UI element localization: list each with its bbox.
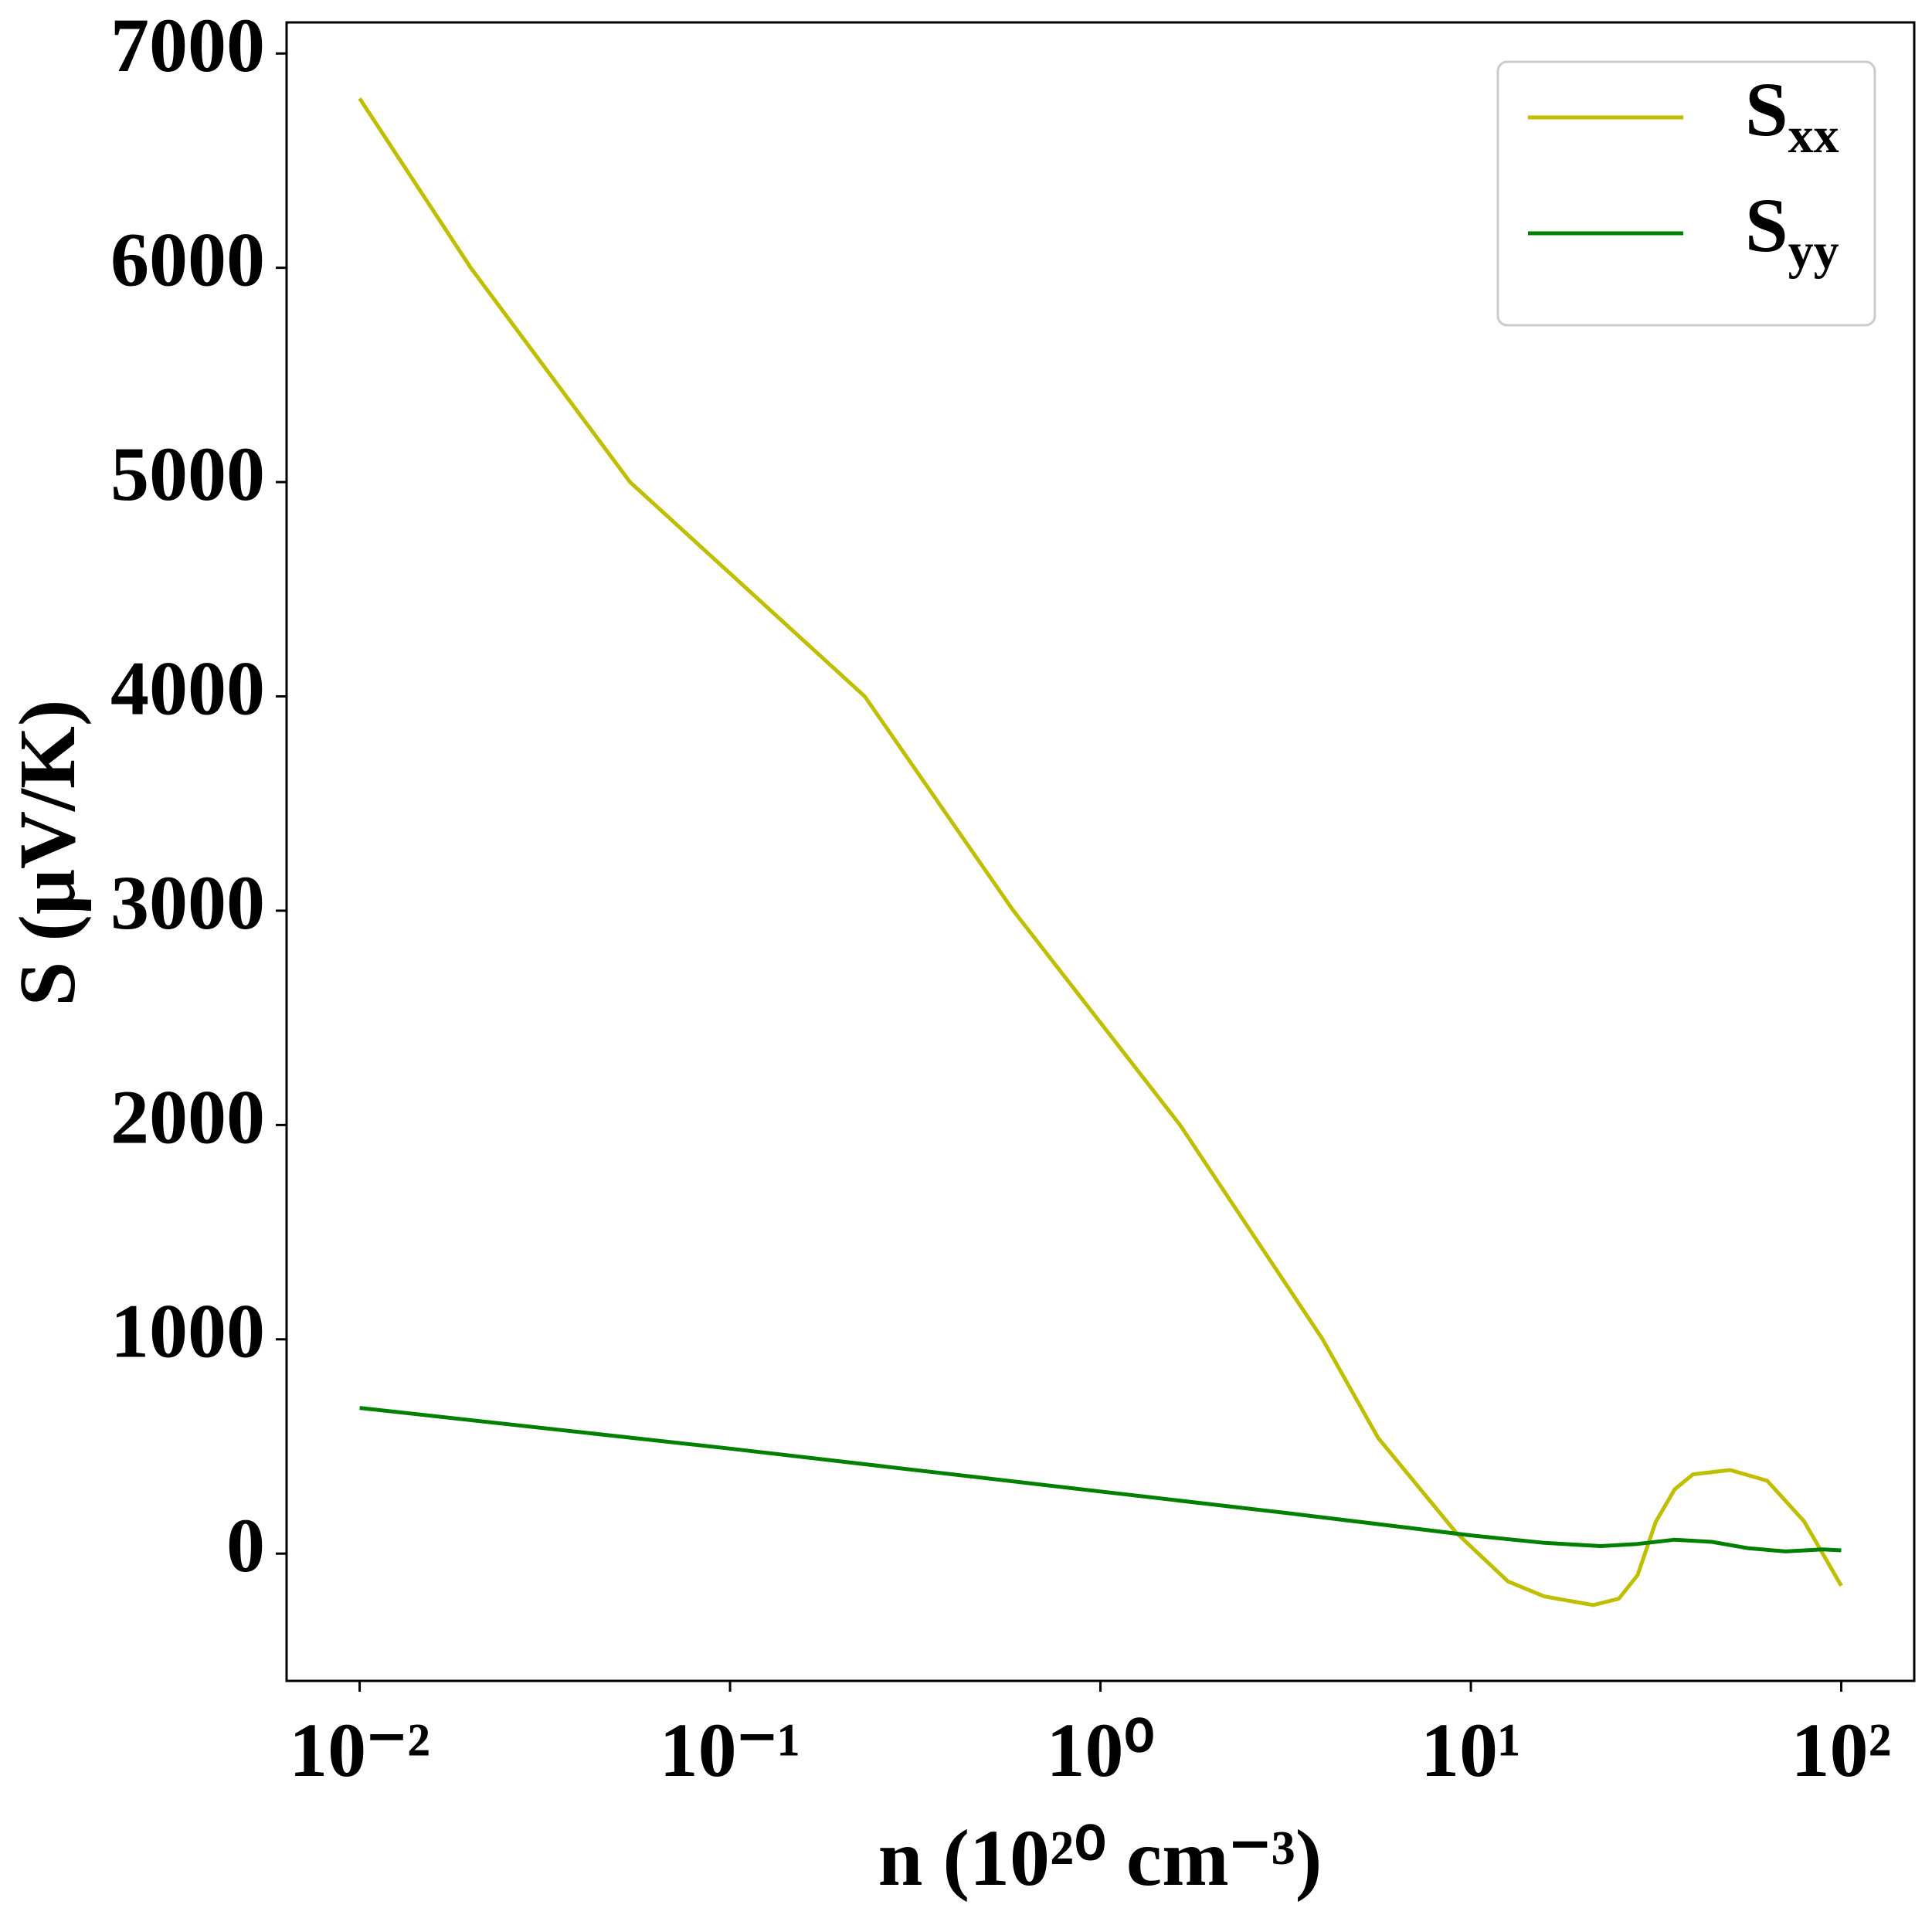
legend-box xyxy=(1496,60,1876,327)
y-tick-label: 0 xyxy=(226,1502,265,1588)
y-tick-label: 7000 xyxy=(110,2,265,88)
x-tick-label: 10¹ xyxy=(1421,1707,1521,1793)
y-tick-label: 6000 xyxy=(110,217,265,303)
y-tick-label: 3000 xyxy=(110,860,265,946)
y-tick-label: 1000 xyxy=(110,1288,265,1374)
series-line xyxy=(359,1406,1842,1553)
y-tick-label: 2000 xyxy=(110,1074,265,1159)
plot-frame xyxy=(285,21,1916,1682)
y-tick-label: 4000 xyxy=(110,645,265,731)
x-tick-label: 10⁻² xyxy=(289,1707,430,1793)
y-axis-label: S (μV/K) xyxy=(3,700,92,1007)
series-line xyxy=(358,97,1843,1608)
x-tick-label: 10² xyxy=(1791,1707,1892,1793)
x-tick-label: 10⁰ xyxy=(1047,1707,1155,1793)
y-tick-label: 5000 xyxy=(110,431,265,517)
x-axis-label: n (10²⁰ cm⁻³) xyxy=(878,1814,1323,1903)
x-tick-label: 10⁻¹ xyxy=(660,1707,801,1793)
